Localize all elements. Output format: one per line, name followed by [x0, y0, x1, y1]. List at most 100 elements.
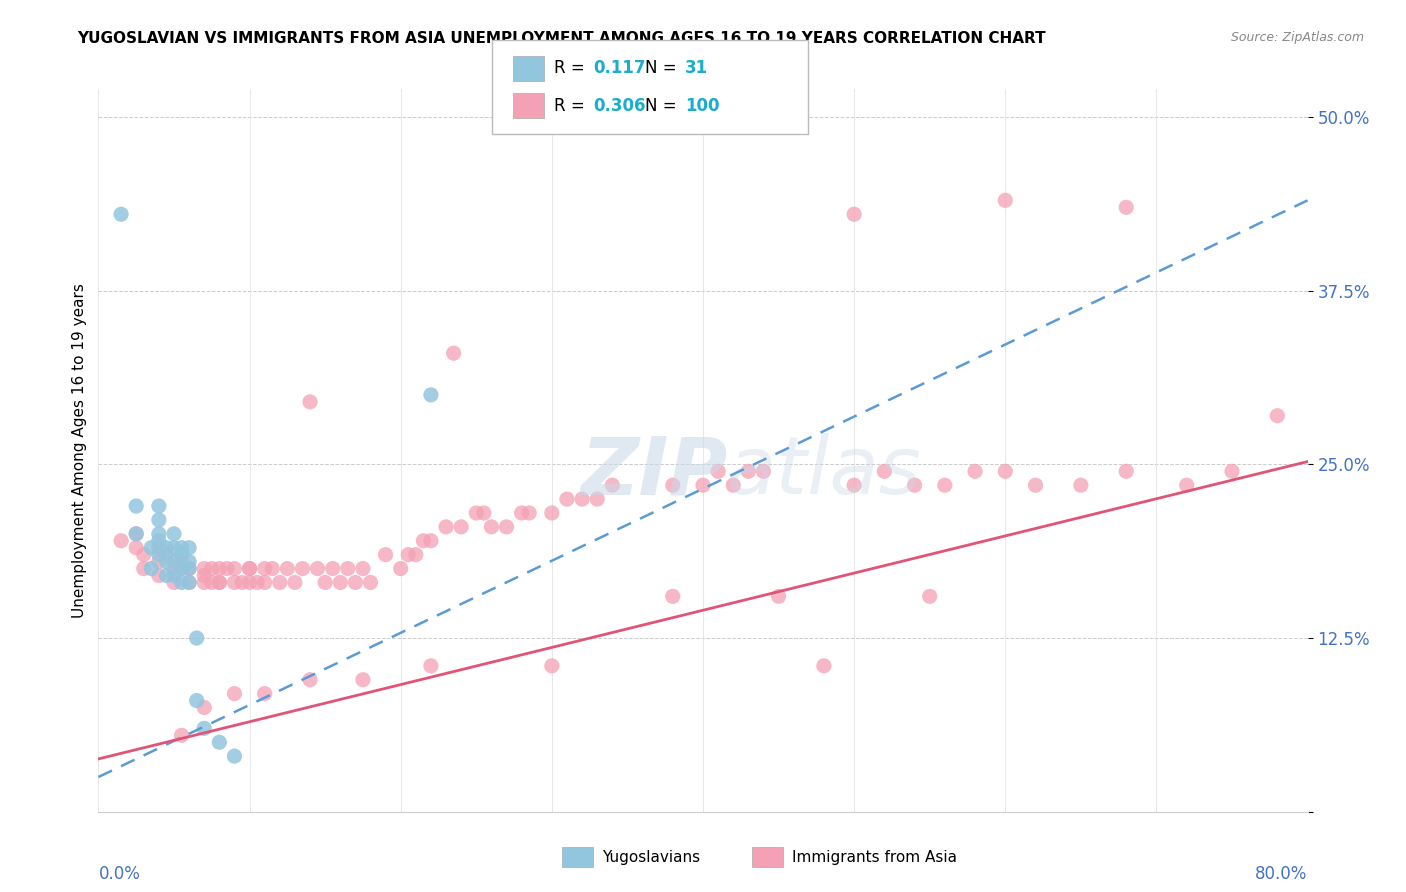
Point	[179, 561, 201, 575]
Point	[201, 561, 224, 575]
Point	[170, 541, 193, 555]
Point	[495, 520, 517, 534]
Point	[148, 513, 170, 527]
Point	[994, 194, 1017, 208]
Point	[201, 575, 224, 590]
Point	[186, 693, 208, 707]
Point	[179, 561, 201, 575]
Point	[269, 575, 291, 590]
Point	[465, 506, 488, 520]
Point	[163, 555, 186, 569]
Text: Yugoslavians: Yugoslavians	[602, 850, 700, 864]
Text: R =: R =	[554, 60, 591, 78]
Point	[412, 533, 434, 548]
Text: 31: 31	[685, 60, 707, 78]
Point	[148, 541, 170, 555]
Point	[420, 658, 443, 673]
Point	[420, 533, 443, 548]
Point	[420, 388, 443, 402]
Point	[517, 506, 540, 520]
Point	[844, 478, 866, 492]
Y-axis label: Unemployment Among Ages 16 to 19 years: Unemployment Among Ages 16 to 19 years	[72, 283, 87, 618]
Point	[434, 520, 457, 534]
Point	[555, 492, 578, 507]
Point	[389, 561, 412, 575]
Point	[170, 555, 193, 569]
Point	[208, 735, 231, 749]
Point	[396, 548, 419, 562]
Point	[1267, 409, 1289, 423]
Point	[193, 575, 215, 590]
Point	[322, 561, 344, 575]
Point	[179, 555, 201, 569]
Point	[450, 520, 472, 534]
Point	[904, 478, 927, 492]
Point	[193, 561, 215, 575]
Point	[163, 541, 186, 555]
Point	[155, 555, 177, 569]
Point	[231, 575, 253, 590]
Point	[148, 533, 170, 548]
Point	[132, 561, 155, 575]
Text: 0.117: 0.117	[593, 60, 645, 78]
Point	[170, 575, 193, 590]
Point	[262, 561, 284, 575]
Point	[141, 541, 163, 555]
Point	[540, 658, 562, 673]
Point	[1115, 464, 1137, 478]
Point	[276, 561, 298, 575]
Point	[336, 561, 359, 575]
Point	[661, 590, 683, 604]
Point	[155, 568, 177, 582]
Point	[472, 506, 495, 520]
Point	[602, 478, 624, 492]
Point	[239, 561, 262, 575]
Point	[110, 533, 132, 548]
Point	[307, 561, 329, 575]
Point	[193, 700, 215, 714]
Point	[314, 575, 336, 590]
Point	[215, 561, 238, 575]
Point	[965, 464, 987, 478]
Point	[1024, 478, 1046, 492]
Point	[374, 548, 396, 562]
Point	[224, 749, 246, 764]
Point	[148, 568, 170, 582]
Point	[481, 520, 503, 534]
Point	[443, 346, 465, 360]
Point	[125, 526, 148, 541]
Point	[299, 673, 322, 687]
Point	[246, 575, 269, 590]
Text: atlas: atlas	[727, 434, 922, 511]
Point	[179, 575, 201, 590]
Text: N =: N =	[645, 96, 682, 114]
Point	[329, 575, 352, 590]
Point	[752, 464, 775, 478]
Point	[813, 658, 835, 673]
Point	[155, 541, 177, 555]
Point	[571, 492, 593, 507]
Point	[1220, 464, 1243, 478]
Point	[163, 575, 186, 590]
Point	[291, 561, 314, 575]
Point	[405, 548, 427, 562]
Point	[170, 548, 193, 562]
Text: R =: R =	[554, 96, 591, 114]
Point	[1115, 200, 1137, 214]
Point	[768, 590, 790, 604]
Point	[208, 561, 231, 575]
Point	[934, 478, 956, 492]
Point	[239, 561, 262, 575]
Point	[186, 631, 208, 645]
Point	[873, 464, 896, 478]
Point	[661, 478, 683, 492]
Text: 0.306: 0.306	[593, 96, 645, 114]
Point	[994, 464, 1017, 478]
Point	[125, 526, 148, 541]
Text: 100: 100	[685, 96, 720, 114]
Text: Source: ZipAtlas.com: Source: ZipAtlas.com	[1230, 31, 1364, 45]
Point	[844, 207, 866, 221]
Point	[208, 575, 231, 590]
Text: N =: N =	[645, 60, 682, 78]
Point	[344, 575, 367, 590]
